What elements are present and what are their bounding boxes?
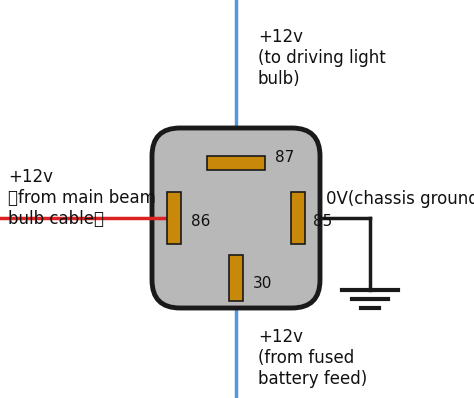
- FancyBboxPatch shape: [152, 128, 320, 308]
- Text: +12v
(to driving light
bulb): +12v (to driving light bulb): [258, 28, 386, 88]
- Text: 87: 87: [275, 150, 294, 165]
- Text: +12v
（from main beam
bulb cable）: +12v （from main beam bulb cable）: [8, 168, 156, 228]
- Bar: [229, 255, 243, 301]
- Text: 86: 86: [191, 214, 210, 229]
- Bar: [291, 192, 305, 244]
- Text: 85: 85: [313, 214, 332, 229]
- Text: 0V(chassis ground): 0V(chassis ground): [326, 190, 474, 208]
- Bar: [207, 156, 265, 170]
- Text: +12v
(from fused
battery feed): +12v (from fused battery feed): [258, 328, 367, 388]
- Text: 30: 30: [253, 276, 273, 291]
- Bar: [167, 192, 181, 244]
